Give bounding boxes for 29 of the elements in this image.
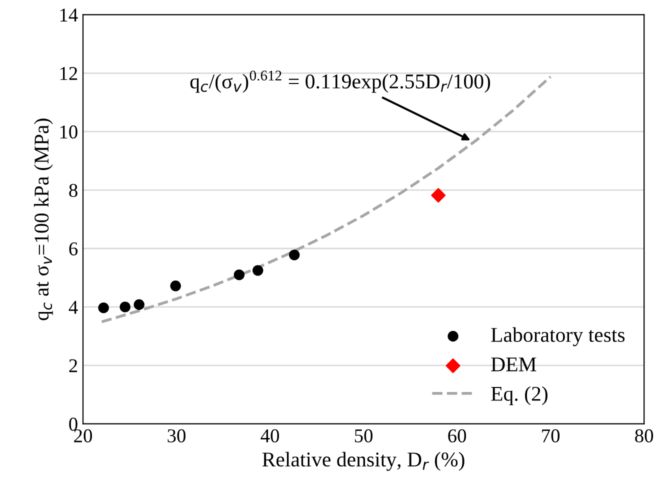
x-tick-label: 40 [260,429,280,442]
legend-label: DEM [491,358,536,372]
x-tick-label: 50 [354,429,373,442]
point [120,302,130,312]
point [288,250,300,260]
text: q$_{c}$/(σ$_{v}$)$^{0.612}$ = 0.119exp(2.55D$_{r}$/100) [190,70,490,93]
y-tick-label: 4 [68,300,78,314]
point [170,280,181,292]
y-tick-label: 10 [60,125,78,139]
y-tick-label: 2 [69,359,78,372]
x-axis-title: Relative density, D$_{r}$ (%) [262,452,464,471]
legend-label: Laboratory tests [491,327,625,346]
x-tick-label: 80 [635,429,654,442]
legend-label: Eq. (2) [491,386,548,406]
y-tick-label: 12 [60,67,78,80]
x-tick-label: 30 [168,429,186,442]
y-tick-label: 6 [69,242,78,256]
y-tick-label: 14 [60,8,78,22]
x-tick-label: 60 [448,429,466,442]
y-tick-label: 0 [69,418,78,431]
point [431,188,446,203]
point [98,302,109,314]
x-tick-label: 20 [74,429,92,442]
y-tick-label: 8 [69,184,78,197]
point [252,265,264,276]
point [134,299,144,310]
y-axis-title: q$_{c}$ at σ$_{v}$=100 kPa (MPa) [34,118,53,320]
point [234,269,245,280]
x-tick-label: 70 [542,429,560,442]
